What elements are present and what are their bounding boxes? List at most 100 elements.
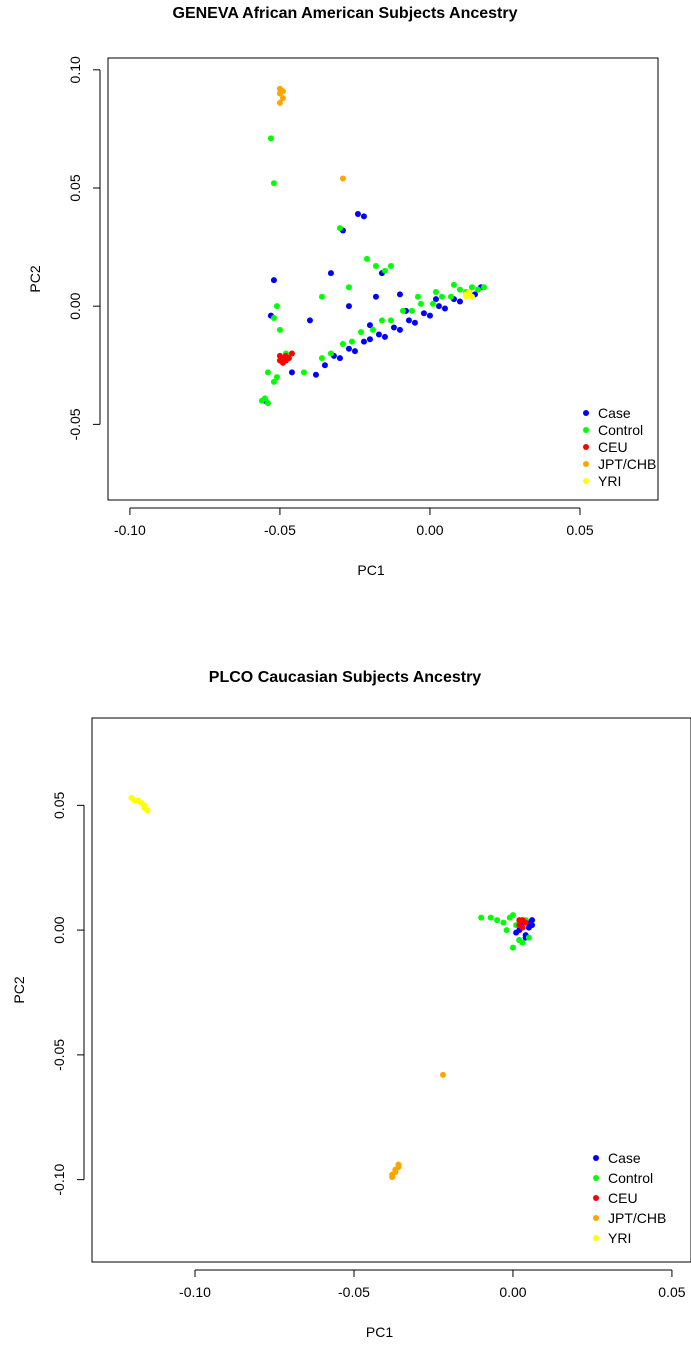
point: [392, 1169, 399, 1176]
x-tick-label: -0.10: [179, 1284, 211, 1300]
point: [273, 303, 280, 310]
point: [381, 267, 388, 274]
point: [389, 1174, 396, 1181]
point: [468, 284, 475, 291]
point: [462, 293, 469, 300]
legend-marker: [583, 410, 589, 416]
legend-label: Control: [608, 1170, 653, 1186]
point: [366, 336, 373, 343]
legend-label: YRI: [598, 473, 621, 489]
point: [141, 804, 148, 811]
point: [387, 317, 394, 324]
point: [516, 917, 523, 924]
point: [435, 303, 442, 310]
point: [273, 374, 280, 381]
point: [519, 939, 526, 946]
point: [321, 362, 328, 369]
point: [411, 319, 418, 326]
x-tick-label: 0.00: [416, 522, 443, 538]
point: [270, 180, 277, 187]
legend-marker: [583, 478, 589, 484]
point: [519, 924, 526, 931]
point: [264, 369, 271, 376]
point: [318, 293, 325, 300]
legend-marker: [593, 1175, 599, 1181]
y-tick-label: 0.10: [67, 56, 83, 83]
y-tick-label: -0.10: [51, 1163, 67, 1195]
x-axis-label: PC1: [366, 1324, 393, 1340]
point: [450, 281, 457, 288]
y-tick-label: 0.00: [51, 916, 67, 943]
point: [487, 914, 494, 921]
point: [327, 270, 334, 277]
series-points: [258, 135, 487, 407]
y-tick-label: -0.05: [67, 408, 83, 440]
point: [432, 296, 439, 303]
point: [494, 917, 501, 924]
point: [525, 934, 532, 941]
y-tick-label: 0.00: [67, 292, 83, 319]
legend-marker: [593, 1155, 599, 1161]
point: [312, 371, 319, 378]
series-points: [128, 794, 151, 814]
point: [478, 914, 485, 921]
point: [395, 1164, 402, 1171]
y-tick-label: 0.05: [67, 174, 83, 201]
legend-marker: [593, 1235, 599, 1241]
point: [432, 289, 439, 295]
point: [300, 369, 307, 376]
point: [500, 919, 507, 926]
point: [351, 348, 358, 355]
point: [408, 307, 415, 314]
point: [372, 263, 379, 269]
point: [318, 355, 325, 362]
point: [447, 293, 454, 300]
point: [522, 919, 529, 926]
point: [336, 355, 343, 362]
chart-title: PLCO Caucasian Subjects Ancestry: [209, 669, 481, 686]
point: [405, 317, 412, 324]
point: [369, 326, 376, 333]
point: [480, 284, 487, 291]
point: [270, 378, 277, 385]
point: [279, 95, 286, 102]
point: [276, 357, 283, 364]
x-tick-label: -0.05: [264, 522, 296, 538]
point: [420, 310, 427, 317]
x-tick-label: 0.05: [658, 1284, 685, 1300]
series-points: [462, 289, 475, 300]
point: [279, 88, 286, 95]
point: [336, 225, 343, 232]
point: [396, 326, 403, 333]
point: [276, 326, 283, 333]
point: [306, 317, 313, 324]
point: [288, 350, 295, 357]
point: [456, 298, 463, 305]
legend-label: Control: [598, 422, 643, 438]
legend-label: CEU: [608, 1190, 638, 1206]
legend-marker: [583, 444, 589, 450]
legend-label: YRI: [608, 1230, 631, 1246]
point: [417, 300, 424, 307]
point: [288, 369, 295, 376]
plot-frame: [91, 717, 691, 1263]
legend-label: CEU: [598, 439, 628, 455]
y-tick-label: 0.05: [51, 792, 67, 819]
legend-marker: [593, 1215, 599, 1221]
point: [357, 329, 364, 336]
point: [468, 293, 475, 300]
point: [264, 400, 271, 407]
point: [270, 277, 277, 284]
point: [327, 350, 334, 357]
legend-marker: [583, 427, 589, 433]
point: [440, 1071, 447, 1078]
point: [509, 944, 516, 951]
x-tick-label: 0.00: [499, 1284, 526, 1300]
series-points: [276, 350, 295, 366]
point: [387, 263, 394, 269]
point: [390, 324, 397, 331]
y-axis-label: PC2: [27, 265, 43, 292]
point: [360, 338, 367, 345]
legend-label: Case: [608, 1150, 641, 1166]
